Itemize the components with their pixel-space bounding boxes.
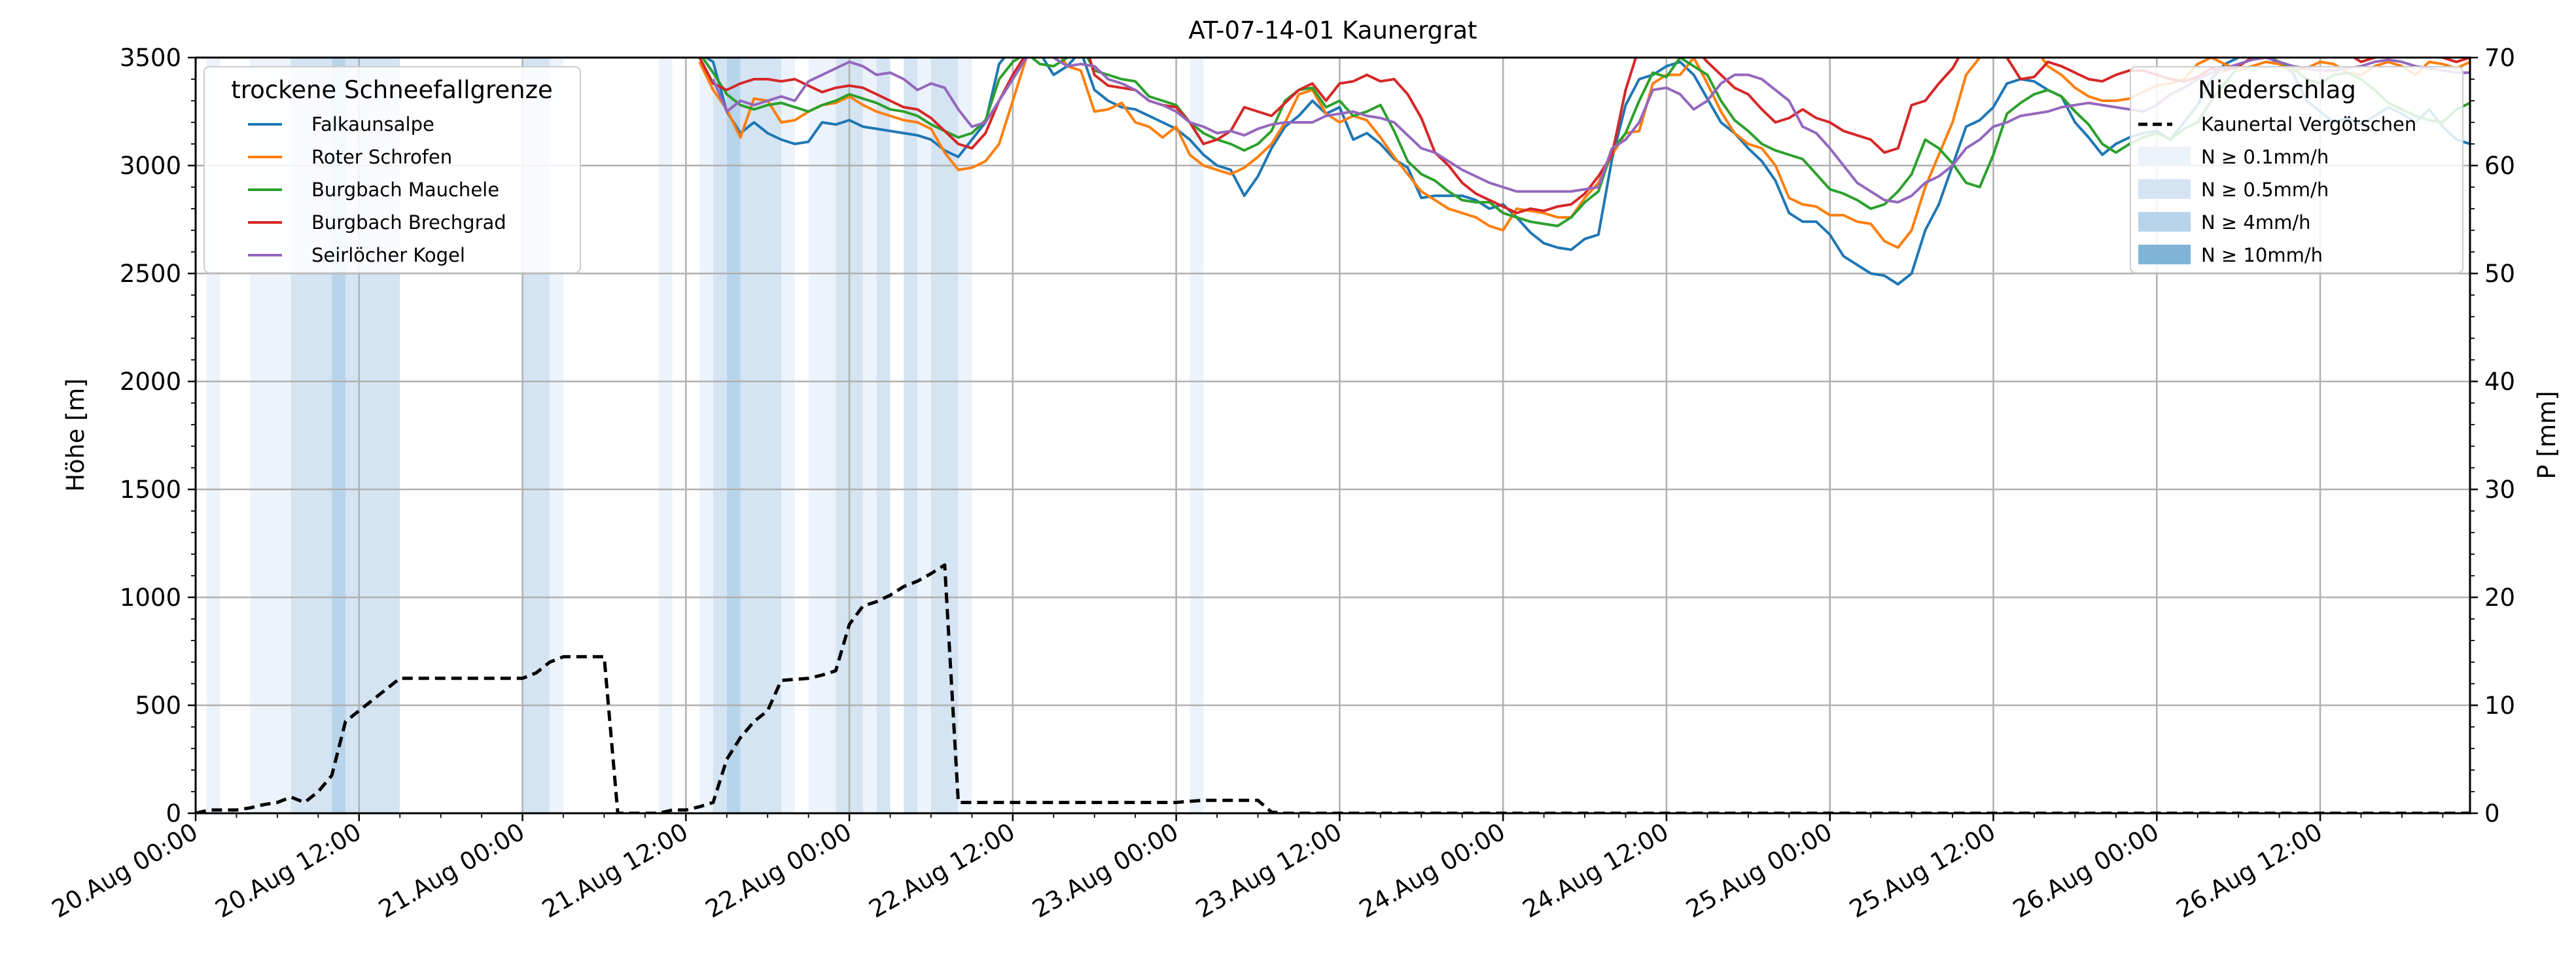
y-tick-label-right: 70 bbox=[2484, 44, 2515, 72]
precip-band bbox=[876, 58, 891, 813]
y-tick-label: 1500 bbox=[120, 476, 181, 504]
y-tick-label-right: 60 bbox=[2484, 152, 2515, 180]
legend-shade-swatch bbox=[2138, 179, 2191, 199]
x-tick-label: 22.Aug 12:00 bbox=[864, 818, 1020, 924]
x-tick-label: 25.Aug 00:00 bbox=[1682, 818, 1837, 924]
precip-band bbox=[917, 58, 931, 813]
legend-label: Burgbach Brechgrad bbox=[311, 211, 506, 234]
y-tick-label: 2000 bbox=[120, 368, 181, 396]
x-tick-label: 23.Aug 12:00 bbox=[1191, 818, 1347, 924]
legend-shade-swatch bbox=[2138, 147, 2191, 166]
y-tick-label-right: 20 bbox=[2484, 584, 2515, 612]
precip-band bbox=[808, 58, 836, 813]
y-tick-label-right: 50 bbox=[2484, 260, 2515, 288]
x-tick-label: 25.Aug 12:00 bbox=[1844, 818, 2000, 924]
x-tick-label: 26.Aug 00:00 bbox=[2008, 818, 2164, 924]
plot-frame bbox=[194, 56, 2471, 815]
legend-title: Niederschlag bbox=[2198, 76, 2356, 104]
x-tick-label: 24.Aug 00:00 bbox=[1354, 818, 1510, 924]
y-tick-label-right: 0 bbox=[2484, 800, 2500, 828]
precip-band bbox=[713, 58, 727, 813]
legend-label: Burgbach Mauchele bbox=[311, 179, 499, 201]
legend-label: Roter Schrofen bbox=[311, 146, 452, 168]
series-line bbox=[196, 563, 2470, 813]
chart-title: AT-07-14-01 Kaunergrat bbox=[1188, 16, 1477, 44]
legend-label: N ≥ 10mm/h bbox=[2201, 244, 2323, 266]
x-tick-label: 20.Aug 12:00 bbox=[211, 818, 366, 924]
precip-band bbox=[726, 58, 741, 813]
y-tick-label: 500 bbox=[135, 692, 181, 720]
x-tick-label: 24.Aug 12:00 bbox=[1518, 818, 1674, 924]
legend-snowfall-limit: trockene Schneefallgrenze Falkaunsalpe Ro… bbox=[203, 66, 581, 273]
precip-band bbox=[1190, 58, 1204, 813]
x-axis: 20.Aug 00:00 20.Aug 12:00 21.Aug 00:00 21.A… bbox=[47, 813, 2444, 924]
legend-label: N ≥ 0.5mm/h bbox=[2201, 179, 2329, 201]
precip-band bbox=[740, 58, 782, 813]
y-tick-label: 2500 bbox=[120, 260, 181, 288]
precip-band bbox=[930, 58, 959, 813]
x-tick-label: 21.Aug 00:00 bbox=[374, 818, 529, 924]
precip-band bbox=[958, 58, 972, 813]
legend-label: N ≥ 4mm/h bbox=[2201, 211, 2311, 234]
legend-title: trockene Schneefallgrenze bbox=[231, 76, 553, 104]
legend-label: Seirlöcher Kogel bbox=[311, 244, 465, 266]
precip-band bbox=[658, 58, 673, 813]
y-axis-label: Höhe [m] bbox=[62, 378, 90, 491]
precip-band bbox=[699, 58, 713, 813]
y-tick-label: 3000 bbox=[120, 152, 181, 180]
right-axis: 0 10 20 30 40 50 60 70 bbox=[2470, 44, 2515, 828]
legend-precipitation: Niederschlag Kaunertal Vergötschen N ≥ 0… bbox=[2130, 66, 2463, 273]
grid-lines bbox=[196, 58, 2470, 813]
precip-band bbox=[904, 58, 918, 813]
y-tick-label: 0 bbox=[166, 800, 181, 828]
legend-shade-swatch bbox=[2138, 245, 2191, 264]
y-tick-label-right: 10 bbox=[2484, 692, 2515, 720]
legend-label: Falkaunsalpe bbox=[311, 113, 434, 135]
y-axis-label-right: P [mm] bbox=[2533, 391, 2561, 479]
precip-band bbox=[862, 58, 877, 813]
legend-label: N ≥ 0.1mm/h bbox=[2201, 146, 2329, 168]
x-tick-label: 21.Aug 12:00 bbox=[537, 818, 693, 924]
y-tick-label-right: 40 bbox=[2484, 368, 2515, 396]
y-tick-label: 1000 bbox=[120, 584, 181, 612]
x-tick-label: 22.Aug 00:00 bbox=[701, 818, 856, 924]
precip-band bbox=[781, 58, 795, 813]
y-tick-label: 3500 bbox=[120, 44, 181, 72]
left-axis: 0 500 1000 1500 2000 2500 3000 3500 bbox=[120, 44, 196, 828]
legend-shade-swatch bbox=[2138, 212, 2191, 232]
legend-label: Kaunertal Vergötschen bbox=[2201, 113, 2416, 135]
y-tick-label-right: 30 bbox=[2484, 476, 2515, 504]
x-tick-label: 23.Aug 00:00 bbox=[1028, 818, 1184, 924]
x-tick-label: 20.Aug 00:00 bbox=[47, 818, 203, 924]
x-tick-label: 26.Aug 12:00 bbox=[2172, 818, 2327, 924]
